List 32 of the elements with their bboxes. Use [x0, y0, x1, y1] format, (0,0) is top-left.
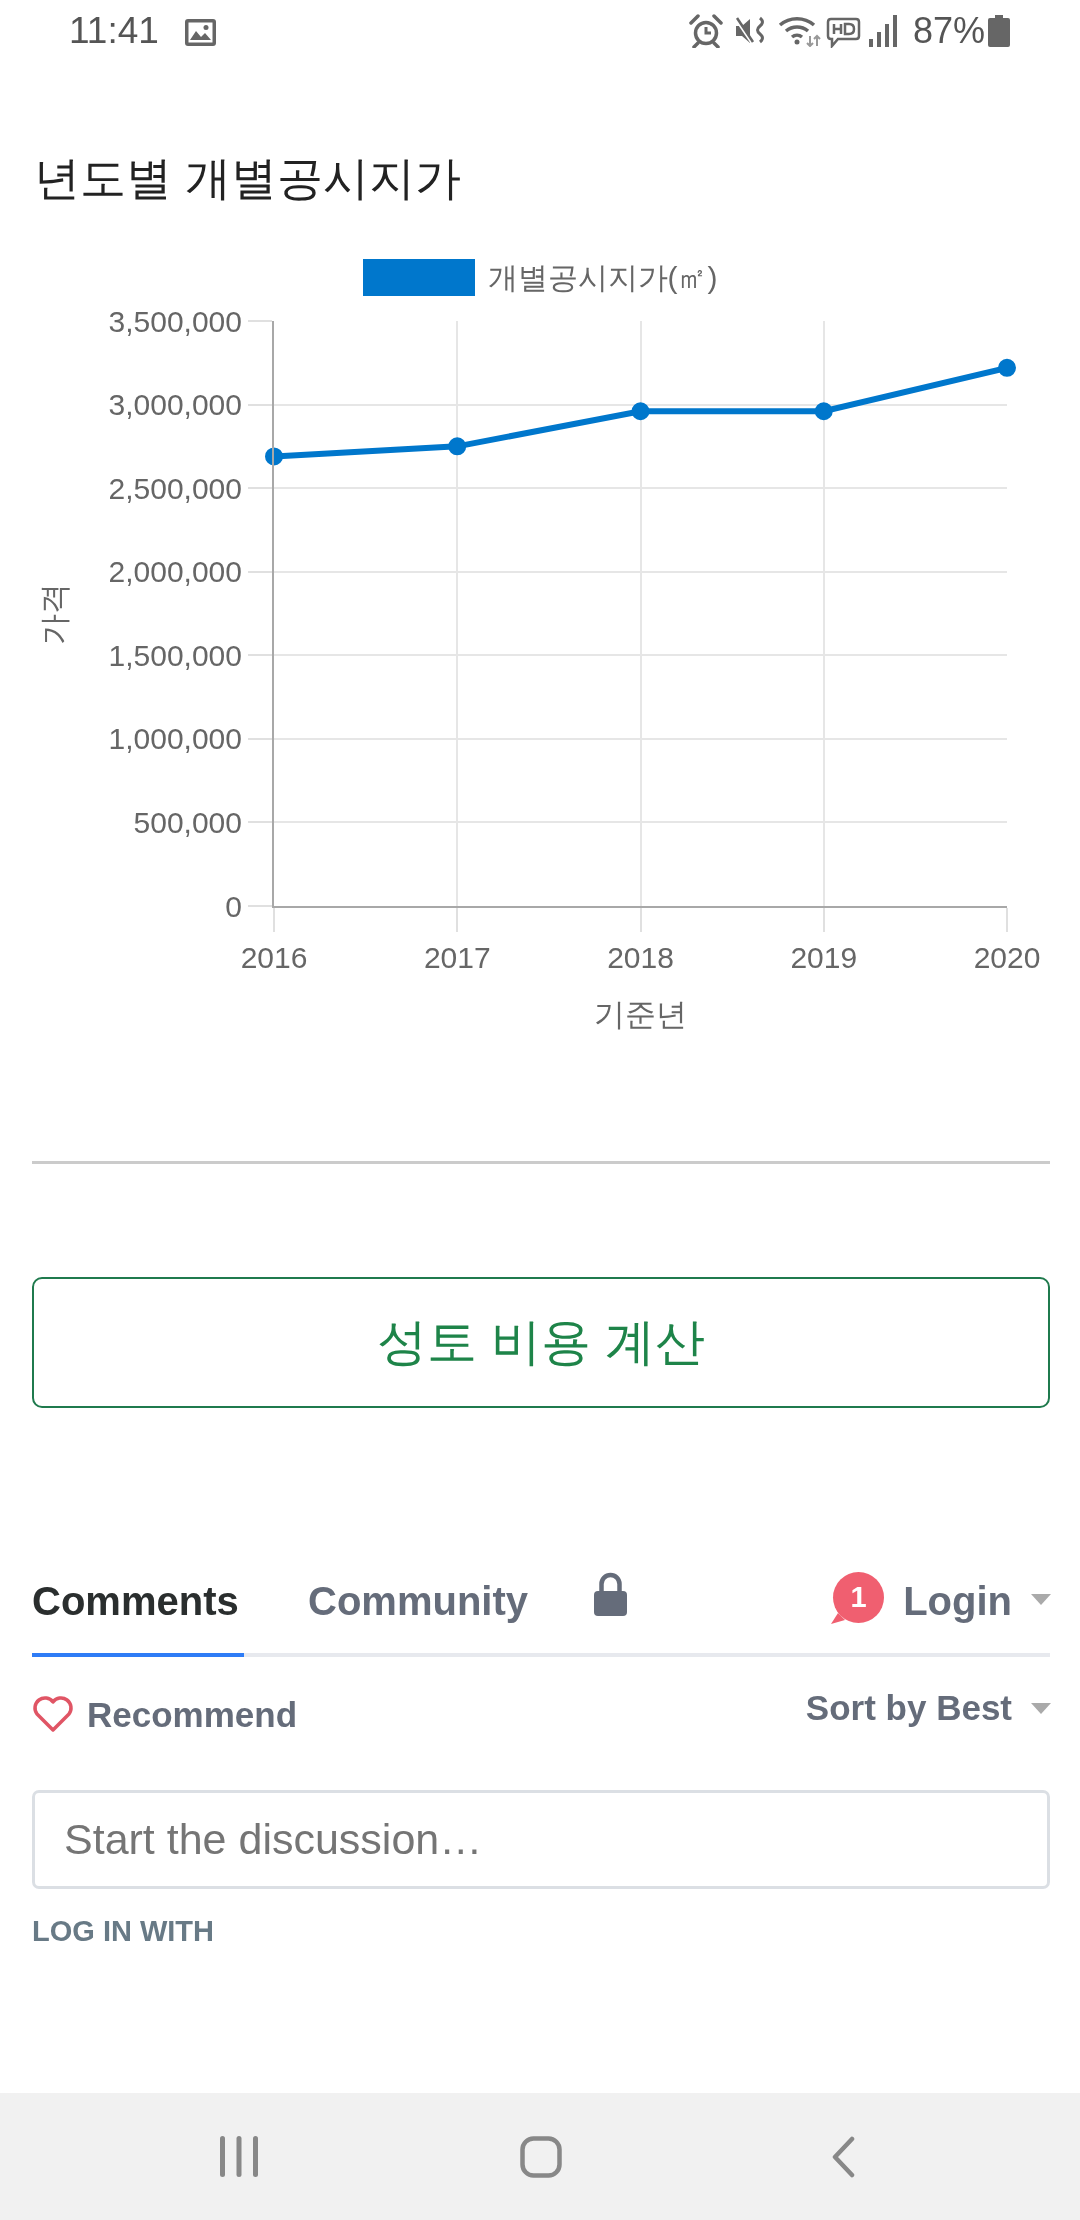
text-field: Start the discussion… [32, 1790, 1050, 1889]
x-tick-label: 2018 [607, 941, 674, 974]
point [998, 358, 1016, 377]
notification-badge: 1 [830, 1571, 884, 1625]
y-tick-label: 3,500,000 [108, 304, 242, 338]
text: Recommend [87, 1694, 298, 1736]
x-axis-title: 기준년 [594, 996, 687, 1032]
y-tick-label: 2,500,000 [108, 471, 242, 505]
text: Community [308, 1578, 528, 1625]
x-tick-label: 2020 [973, 941, 1041, 974]
text: LOG IN WITH [32, 1914, 215, 1948]
y-tick-label: 3,000,000 [108, 388, 242, 422]
y-tick-label: 0 [225, 889, 242, 923]
point [448, 437, 467, 456]
legend-label: 개별공시지가(㎡) [487, 260, 718, 296]
text: 11:41 [69, 9, 159, 53]
text: Sort by Best [805, 1687, 1012, 1729]
text: Login [903, 1578, 1012, 1625]
y-tick-label: 2,000,000 [108, 555, 242, 589]
x-tick-label: 2017 [423, 941, 491, 974]
x-tick-label: 2016 [240, 941, 308, 974]
point [814, 402, 833, 421]
text: 87% [913, 9, 986, 53]
x-tick-label: 2019 [790, 941, 858, 974]
y-axis-title: 가격 [36, 582, 72, 645]
y-tick-label: 1,000,000 [108, 722, 242, 756]
point [631, 402, 650, 421]
chart-title: 년도별 개별공시지가 [34, 152, 461, 205]
y-tick-label: 500,000 [133, 805, 242, 839]
text: Comments [32, 1578, 239, 1625]
button: 성토 비용 계산 [32, 1277, 1050, 1408]
y-tick-label: 1,500,000 [108, 638, 242, 672]
